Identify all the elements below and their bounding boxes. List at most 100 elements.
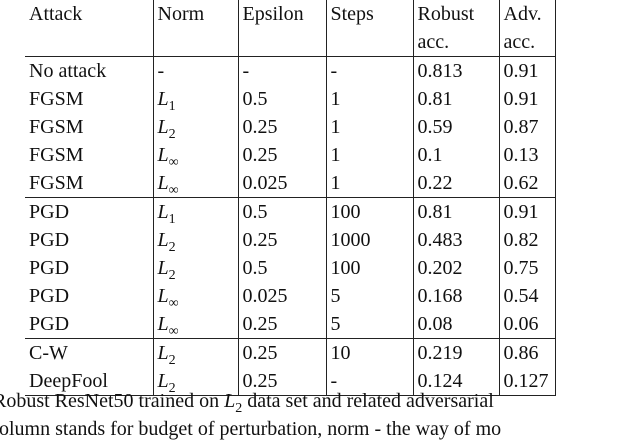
cell: 0.91 xyxy=(498,56,556,85)
data-row: C-W L2 0.25 10 0.219 0.86 xyxy=(25,338,556,368)
norm-symbol: L xyxy=(157,257,169,279)
cell: 0.13 xyxy=(498,141,556,169)
norm-subscript: 2 xyxy=(168,127,176,142)
cell: 0.25 xyxy=(237,338,326,367)
cell: 1 xyxy=(325,85,413,113)
cell: L2 xyxy=(152,367,238,396)
header-cell: Adv. acc. xyxy=(498,0,556,57)
caption-symbol: L xyxy=(224,390,236,412)
cell: - xyxy=(237,56,326,85)
cell: 0.87 xyxy=(498,113,556,141)
caption-subscript: 2 xyxy=(235,401,243,416)
cell: 0.91 xyxy=(498,197,556,226)
cell: 10 xyxy=(325,338,413,367)
cell: 0.813 xyxy=(412,56,499,85)
cell: 0.202 xyxy=(412,254,499,282)
cell: - xyxy=(325,56,413,85)
cell: 0.25 xyxy=(237,226,326,254)
cell: 0.25 xyxy=(237,367,326,396)
header-cell: Steps xyxy=(325,0,413,57)
data-row: FGSM L∞ 0.25 1 0.1 0.13 xyxy=(25,141,556,170)
cell: 0.81 xyxy=(412,197,499,226)
cell: FGSM xyxy=(25,169,153,198)
norm-symbol: L xyxy=(157,172,169,194)
cell: 0.22 xyxy=(412,169,499,198)
norm-symbol: L xyxy=(157,201,169,223)
cell: 1 xyxy=(325,169,413,198)
cell: L1 xyxy=(152,85,238,114)
cell: 0.82 xyxy=(498,226,556,254)
cell: - xyxy=(152,56,238,85)
cell: L1 xyxy=(152,197,238,227)
cell: 1 xyxy=(325,113,413,141)
cell: 0.25 xyxy=(237,113,326,141)
cell: 0.5 xyxy=(237,254,326,282)
norm-subscript: 2 xyxy=(168,240,176,255)
norm-symbol: L xyxy=(157,370,169,392)
header-cell: Attack xyxy=(25,0,153,57)
data-row: PGD L1 0.5 100 0.81 0.91 xyxy=(25,197,556,227)
cell: L∞ xyxy=(152,282,238,311)
cell: L2 xyxy=(152,254,238,283)
header-text: Robust xyxy=(417,3,475,25)
cell: FGSM xyxy=(29,116,84,138)
norm-symbol: L xyxy=(157,313,169,335)
caption-line: olumn stands for budget of perturbation,… xyxy=(0,418,502,440)
norm-subscript: ∞ xyxy=(168,296,179,311)
cell: 0.483 xyxy=(412,226,499,254)
norm-subscript: 2 xyxy=(168,268,176,283)
cell: - xyxy=(325,367,413,396)
header-cell: Epsilon xyxy=(237,0,326,57)
cell: C-W xyxy=(29,342,68,364)
cell: L∞ xyxy=(152,141,238,170)
header-cell: Norm xyxy=(152,0,238,57)
cell: 1 xyxy=(325,141,413,169)
cell: PGD xyxy=(29,201,70,223)
cell: PGD xyxy=(29,257,70,279)
cell: 0.025 xyxy=(237,169,326,198)
cell: FGSM xyxy=(29,144,84,166)
cell: PGD xyxy=(29,285,70,307)
data-row: FGSM L∞ 0.025 1 0.22 0.62 xyxy=(25,169,556,198)
caption-line: Robust ResNet50 trained on L2 data set a… xyxy=(0,390,494,416)
norm-subscript: ∞ xyxy=(168,324,179,339)
cell: L2 xyxy=(152,338,238,368)
cell: 0.5 xyxy=(237,85,326,113)
header-text: acc. xyxy=(417,31,450,53)
caption-text: data set and related adversarial xyxy=(242,390,494,412)
table-body: Attack Norm Epsilon Steps Robust acc. Adv. acc.… xyxy=(25,0,556,396)
norm-symbol: L xyxy=(157,285,169,307)
data-row: PGD L2 0.5 100 0.202 0.75 xyxy=(25,254,556,283)
header-text: Norm xyxy=(157,3,205,25)
cell: 0.127 xyxy=(498,367,556,396)
cell: 0.54 xyxy=(498,282,556,310)
cell: L2 xyxy=(152,226,238,255)
caption-text: Robust ResNet50 trained on xyxy=(0,390,225,412)
cell: 0.86 xyxy=(498,338,556,367)
cell: 5 xyxy=(325,310,413,339)
cell: 0.025 xyxy=(237,282,326,310)
header-cell: Robust acc. xyxy=(412,0,499,57)
header-row: Attack Norm Epsilon Steps Robust acc. Adv. acc. xyxy=(25,0,556,57)
cell: L∞ xyxy=(152,169,238,198)
cell: 1000 xyxy=(325,226,413,254)
norm-subscript: 2 xyxy=(168,381,176,396)
cell: 0.75 xyxy=(498,254,556,282)
cell: 0.81 xyxy=(412,85,499,113)
cell: No attack xyxy=(29,60,107,82)
cell: 0.08 xyxy=(412,310,499,339)
data-row: PGD L∞ 0.025 5 0.168 0.54 xyxy=(25,282,556,311)
cell: 0.5 xyxy=(237,197,326,226)
cell: 0.1 xyxy=(412,141,499,169)
data-row: FGSM L2 0.25 1 0.59 0.87 xyxy=(25,113,556,142)
norm-subscript: 1 xyxy=(168,212,176,227)
data-row: No attack - - -0.813 0.91 xyxy=(25,56,556,85)
cell: 0.25 xyxy=(237,310,326,339)
cell: L2 xyxy=(152,113,238,142)
cell: 0.25 xyxy=(237,141,326,169)
cell: PGD xyxy=(25,310,153,339)
cell: PGD xyxy=(29,229,70,251)
header-text: acc. xyxy=(503,31,536,53)
data-row: PGD L∞ 0.25 5 0.08 0.06 xyxy=(25,310,556,339)
